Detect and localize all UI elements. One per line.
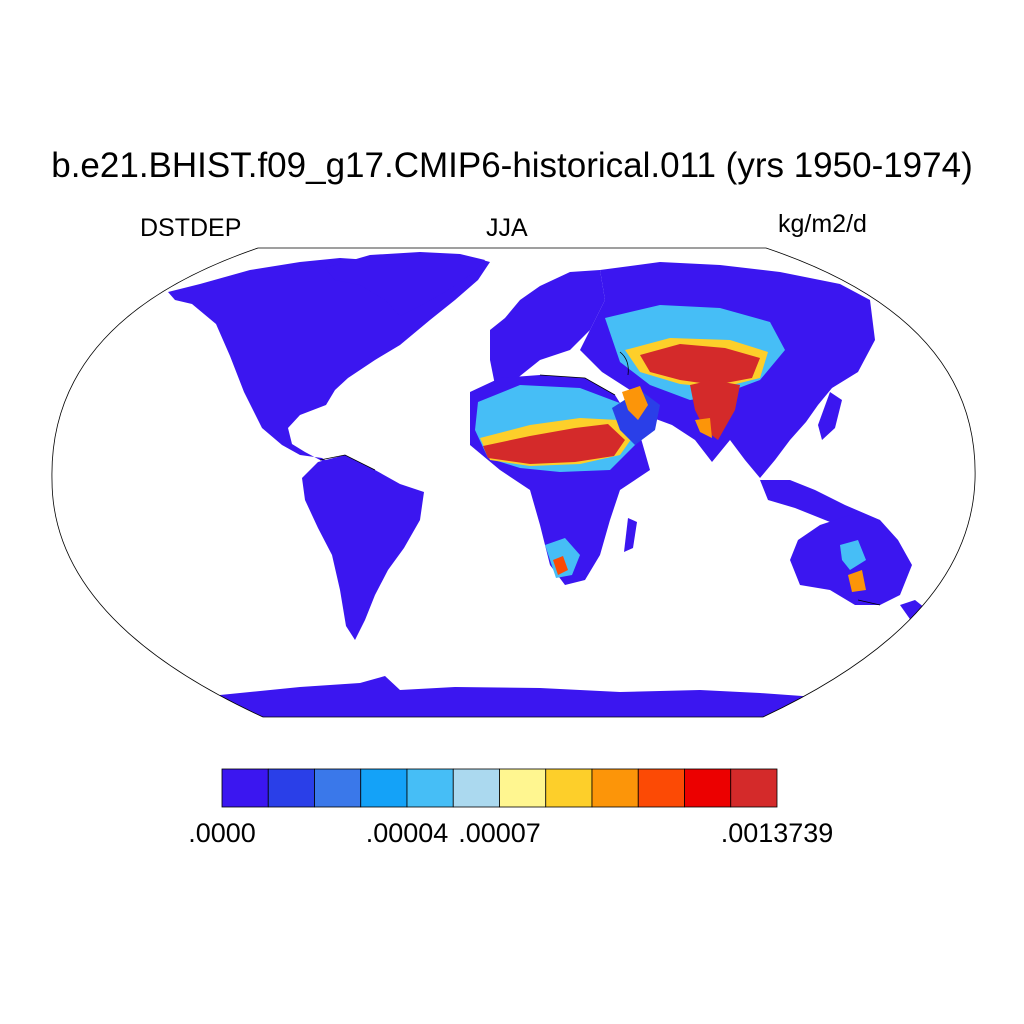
colorbar-swatch (406, 768, 454, 808)
europe (490, 270, 605, 390)
colorbar-swatch (545, 768, 593, 808)
antarctica (180, 676, 860, 717)
coastline-outlines (319, 351, 881, 606)
colorbar-swatch (684, 768, 732, 808)
colorbar-tick-label: .0000 (188, 818, 256, 848)
colorbar-tick-label: .00007 (458, 818, 541, 848)
colorbar-swatch (637, 768, 685, 808)
colorbar-tick-label: .00004 (365, 818, 449, 848)
season-label: JJA (486, 214, 528, 242)
greenland (325, 252, 485, 316)
colorbar-tick-label: .0013739 (720, 818, 834, 848)
plot-title: b.e21.BHIST.f09_g17.CMIP6-historical.011… (51, 146, 973, 185)
colorbar-swatch (499, 768, 547, 808)
madagascar (624, 518, 637, 552)
colorbar (221, 768, 778, 808)
map-border (51, 247, 976, 718)
dust-hotspots (475, 305, 866, 592)
colorbar-swatch (452, 768, 500, 808)
colorbar-swatch (730, 768, 778, 808)
units-label: kg/m2/d (778, 210, 867, 238)
colorbar-swatch (267, 768, 315, 808)
south-america (302, 455, 424, 640)
japan (818, 392, 842, 440)
map-field (168, 252, 930, 717)
colorbar-swatch (360, 768, 408, 808)
colorbar-swatch (221, 768, 269, 808)
colorbar-swatch (591, 768, 639, 808)
variable-label: DSTDEP (140, 214, 242, 242)
colorbar-swatch (314, 768, 362, 808)
new-zealand (900, 600, 930, 622)
